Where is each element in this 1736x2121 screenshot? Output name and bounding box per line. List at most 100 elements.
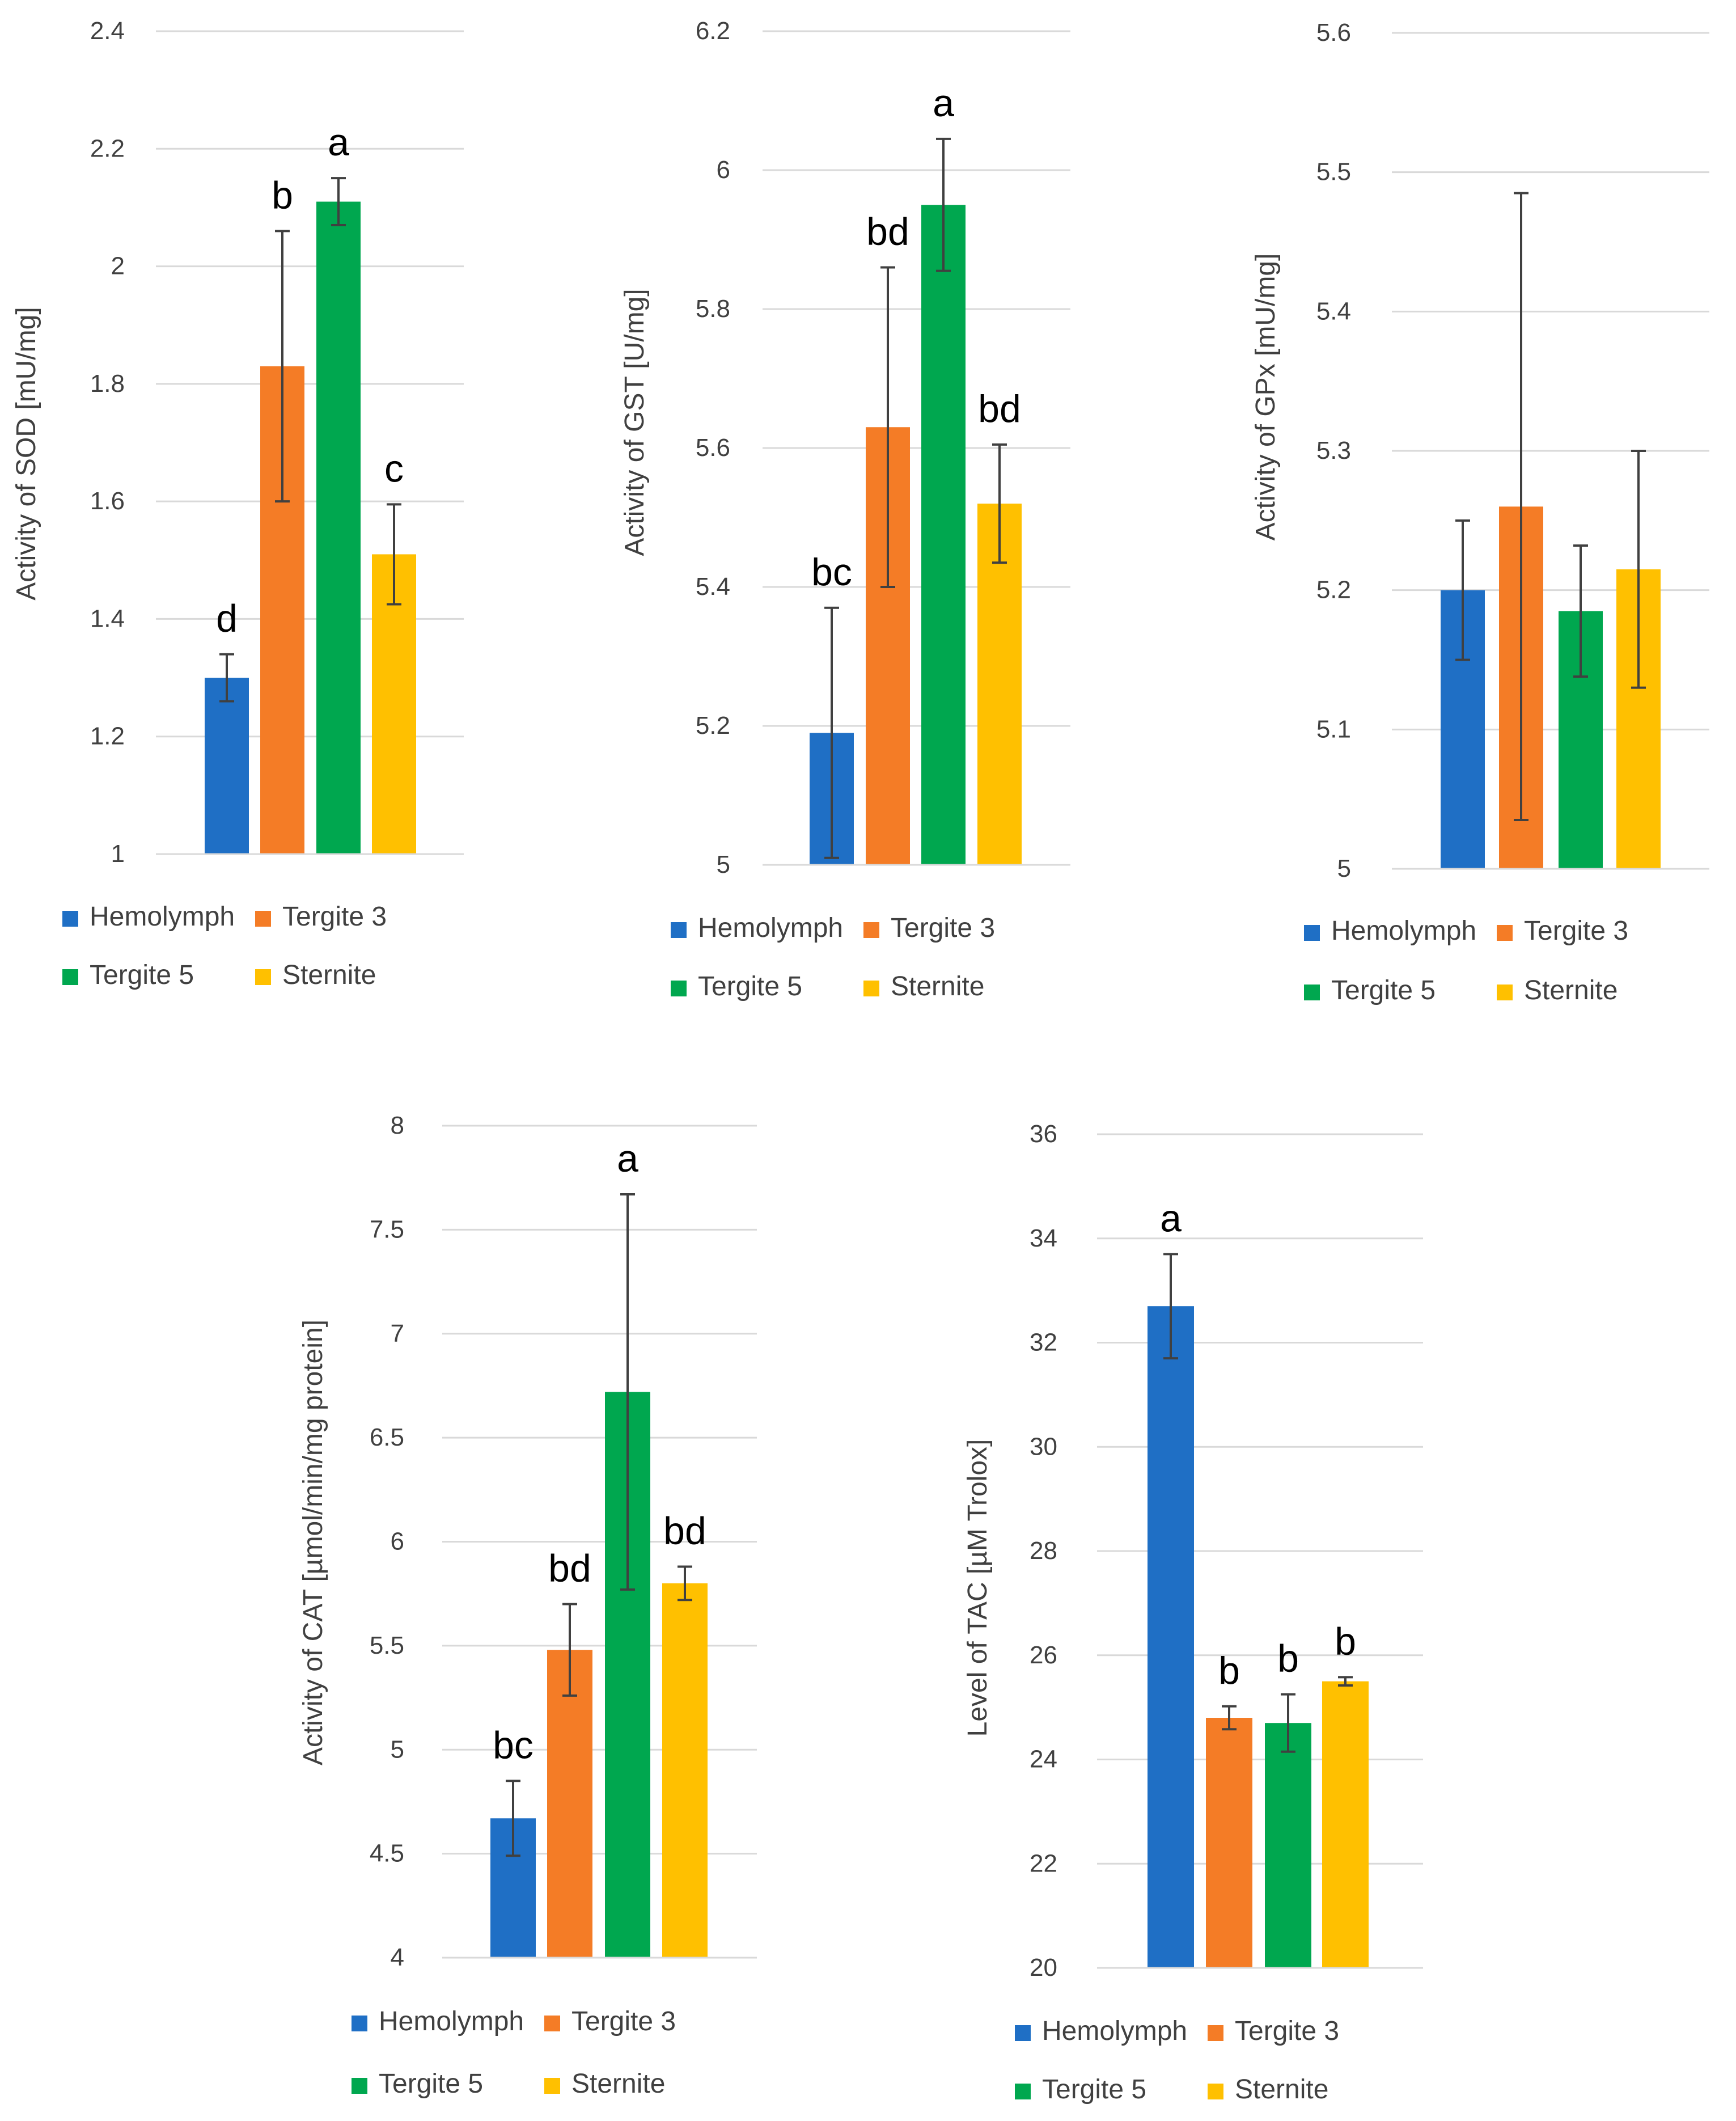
- legend-label: Hemolymph: [698, 913, 843, 943]
- legend-swatch-sternite: [544, 2078, 560, 2094]
- bar-tergite-5: [1265, 1723, 1311, 1968]
- chart-sod: 1 1.2 1.4 1.6 1.8 2 2.2 2.4 Activity of SOD [mU/…: [11, 17, 464, 990]
- chart-cat: 4 4.5 5 5.5 6 6.5 7 7.5 8 Activity of CAT [µmol/m…: [298, 1112, 757, 2099]
- chart-gst: 5 5.2 5.4 5.6 5.8 6 6.2 Activity of GST [U/mg] b…: [620, 17, 1070, 1002]
- y-tick-label: 1.8: [90, 370, 125, 398]
- y-tick-label: 5.8: [696, 295, 730, 323]
- y-tick-label: 2.4: [90, 17, 125, 45]
- legend-swatch-tergite-5: [671, 981, 687, 996]
- significance-letter: bc: [811, 551, 852, 594]
- legend-label: Tergite 3: [1235, 2016, 1339, 2046]
- y-tick-label: 32: [1030, 1329, 1057, 1357]
- bar-tergite-5: [316, 201, 361, 854]
- legend-swatch-tergite-3: [255, 911, 271, 927]
- legend-swatch-tergite-5: [1304, 985, 1320, 1000]
- bar-tergite-3: [1206, 1718, 1252, 1968]
- y-tick-label: 5.6: [696, 434, 730, 462]
- legend-swatch-hemolymph: [62, 911, 78, 927]
- y-tick-label: 36: [1030, 1120, 1057, 1148]
- legend-label: Tergite 3: [1524, 916, 1628, 946]
- legend-label: Sternite: [282, 960, 376, 990]
- legend-swatch-sternite: [255, 969, 271, 985]
- chart-tac: 20 22 24 26 28 30 32 34 36 Level of TAC [µM Trolo…: [963, 1120, 1423, 2105]
- legend: Hemolymph Tergite 3 Tergite 5 Sternite: [1304, 916, 1628, 1005]
- y-tick-label: 5: [717, 851, 730, 878]
- y-tick-label: 22: [1030, 1849, 1057, 1877]
- significance-letter: b: [1277, 1637, 1299, 1680]
- legend-label: Tergite 5: [379, 2069, 483, 2099]
- bar-hemolymph: [205, 678, 249, 854]
- legend-label: Tergite 3: [282, 902, 387, 932]
- y-axis-title: Activity of GPx [mU/mg]: [1251, 253, 1281, 541]
- legend-label: Tergite 5: [1331, 975, 1436, 1005]
- y-tick-label: 26: [1030, 1641, 1057, 1669]
- legend-swatch-tergite-5: [62, 969, 78, 985]
- y-tick-label: 24: [1030, 1746, 1057, 1773]
- significance-letter: b: [1218, 1649, 1240, 1692]
- legend-swatch-sternite: [863, 981, 879, 996]
- bar-sternite: [662, 1583, 708, 1958]
- y-axis-title: Activity of GST [U/mg]: [620, 289, 650, 556]
- legend-swatch-hemolymph: [1304, 925, 1320, 941]
- bar-sternite: [1322, 1681, 1369, 1968]
- y-tick-label: 6: [391, 1528, 404, 1556]
- bar-sternite: [977, 504, 1022, 865]
- legend: Hemolymph Tergite 3 Tergite 5 Sternite: [352, 2006, 676, 2099]
- legend-label: Hemolymph: [379, 2006, 524, 2037]
- legend-label: Hemolymph: [90, 902, 235, 932]
- legend-label: Sternite: [891, 971, 984, 1002]
- significance-letter: b: [272, 174, 293, 217]
- y-tick-label: 30: [1030, 1433, 1057, 1460]
- legend-swatch-hemolymph: [1015, 2025, 1031, 2041]
- significance-letter: b: [1335, 1620, 1356, 1663]
- legend-swatch-hemolymph: [352, 2016, 367, 2031]
- legend-swatch-sternite: [1208, 2084, 1223, 2099]
- y-tick-label: 5.2: [696, 712, 730, 740]
- significance-letter: c: [384, 447, 404, 490]
- significance-letter: a: [617, 1137, 638, 1180]
- y-tick-label: 6.2: [696, 17, 730, 45]
- y-tick-label: 5.1: [1316, 715, 1351, 743]
- y-tick-label: 5: [1337, 855, 1351, 882]
- significance-letter: bc: [493, 1723, 533, 1767]
- bar-tergite-5: [921, 205, 966, 865]
- legend-swatch-tergite-3: [544, 2016, 560, 2031]
- y-tick-label: 5: [391, 1735, 404, 1763]
- y-tick-label: 5.6: [1316, 19, 1351, 47]
- legend-swatch-tergite-5: [1015, 2084, 1031, 2099]
- y-tick-label: 1.6: [90, 487, 125, 515]
- y-axis-title: Level of TAC [µM Trolox]: [963, 1439, 993, 1737]
- legend-swatch-tergite-3: [1208, 2025, 1223, 2041]
- y-tick-label: 4.5: [370, 1840, 404, 1868]
- legend: Hemolymph Tergite 3 Tergite 5 Sternite: [1015, 2016, 1339, 2105]
- significance-letter: a: [933, 82, 954, 125]
- legend-swatch-sternite: [1497, 985, 1513, 1000]
- legend-label: Tergite 5: [90, 960, 194, 990]
- y-tick-label: 7: [391, 1320, 404, 1347]
- y-tick-label: 20: [1030, 1954, 1057, 1981]
- y-tick-label: 6.5: [370, 1423, 404, 1451]
- y-tick-label: 8: [391, 1112, 404, 1139]
- y-tick-label: 5.4: [1316, 297, 1351, 325]
- legend-swatch-tergite-3: [1497, 925, 1513, 941]
- significance-letter: bd: [548, 1547, 591, 1590]
- legend-label: Hemolymph: [1331, 916, 1476, 946]
- y-tick-label: 7.5: [370, 1215, 404, 1243]
- legend-swatch-tergite-5: [352, 2078, 367, 2094]
- y-tick-label: 2: [111, 252, 125, 280]
- legend-swatch-hemolymph: [671, 922, 687, 938]
- legend-label: Tergite 3: [571, 2006, 676, 2037]
- chart-gpx: 5 5.1 5.2 5.3 5.4 5.5 5.6 Activity of GPx [mU/m…: [1251, 19, 1709, 1005]
- legend-label: Hemolymph: [1042, 2016, 1187, 2046]
- significance-letter: bd: [866, 210, 909, 253]
- significance-letter: bd: [978, 387, 1021, 430]
- legend: Hemolymph Tergite 3 Tergite 5 Sternite: [671, 913, 995, 1002]
- y-tick-label: 1.4: [90, 605, 125, 632]
- bar-tergite-3: [547, 1650, 592, 1958]
- significance-letter: bd: [663, 1510, 706, 1553]
- y-tick-label: 34: [1030, 1224, 1057, 1252]
- significance-letter: a: [1160, 1197, 1182, 1240]
- legend-label: Sternite: [571, 2069, 665, 2099]
